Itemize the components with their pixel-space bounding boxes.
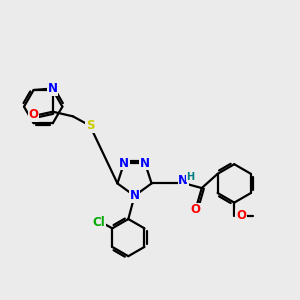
Text: O: O xyxy=(190,203,201,216)
Text: O: O xyxy=(28,108,38,121)
Text: H: H xyxy=(186,172,194,182)
Text: S: S xyxy=(86,119,94,132)
Text: N: N xyxy=(178,174,188,188)
Text: N: N xyxy=(119,157,129,170)
Text: N: N xyxy=(140,157,150,170)
Text: N: N xyxy=(48,82,58,95)
Text: N: N xyxy=(130,189,140,202)
Text: Cl: Cl xyxy=(93,216,106,229)
Text: O: O xyxy=(236,209,246,222)
